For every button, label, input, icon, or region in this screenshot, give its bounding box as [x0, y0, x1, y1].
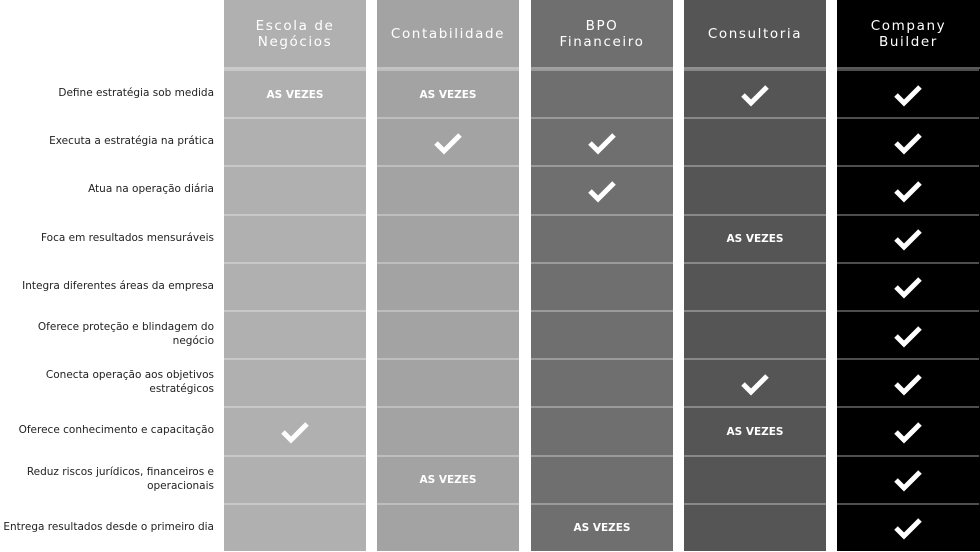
row-label: Atua na operação diária — [88, 183, 214, 196]
empty-cell — [377, 261, 519, 311]
empty-cell — [224, 213, 366, 263]
empty-cell — [224, 261, 366, 311]
column-header: Company Builder — [837, 0, 980, 69]
check-icon — [837, 69, 979, 118]
row-label: Define estratégia sob medida — [58, 87, 214, 99]
column-header: Contabilidade — [377, 0, 519, 69]
empty-cell — [377, 502, 519, 552]
empty-cell — [531, 310, 673, 359]
row-label: Reduz riscos jurídicos, financeiros e op… — [26, 465, 214, 492]
check-icon — [837, 502, 979, 552]
sometimes-label: AS VEZES — [377, 454, 519, 504]
empty-cell — [684, 454, 826, 504]
row-label: Foca em resultados mensuráveis — [41, 231, 214, 244]
check-icon — [837, 261, 979, 311]
check-icon — [837, 117, 979, 166]
empty-cell — [531, 358, 673, 407]
check-icon — [837, 406, 979, 455]
empty-cell — [531, 406, 673, 455]
check-icon — [837, 358, 979, 407]
check-icon — [224, 406, 366, 455]
check-icon — [377, 117, 519, 166]
empty-cell — [684, 165, 826, 214]
sometimes-label: AS VEZES — [684, 213, 826, 263]
check-icon — [837, 454, 979, 504]
empty-cell — [531, 454, 673, 504]
column-company-builder: Company Builder — [837, 0, 980, 551]
empty-cell — [684, 117, 826, 166]
empty-cell — [224, 310, 366, 359]
row-label: Integra diferentes áreas da empresa — [22, 279, 214, 292]
column-header: Escola de Negócios — [224, 0, 366, 69]
row-label: Oferece proteção e blindagem do negócio — [37, 321, 214, 347]
empty-cell — [531, 69, 673, 118]
empty-cell — [531, 261, 673, 311]
empty-cell — [224, 454, 366, 504]
sometimes-label: AS VEZES — [531, 502, 673, 552]
empty-cell — [377, 165, 519, 214]
row-label: Conecta operação aos objetivos estratégi… — [45, 369, 214, 396]
column-bpo-financeiro: BPO Financeiro AS VEZES — [531, 0, 673, 551]
column-header: Consultoria — [684, 0, 826, 69]
empty-cell — [224, 358, 366, 407]
empty-cell — [377, 358, 519, 407]
check-icon — [531, 117, 673, 166]
check-icon — [684, 69, 826, 118]
sometimes-label: AS VEZES — [224, 69, 366, 118]
empty-cell — [377, 406, 519, 455]
row-label: Oferece conhecimento e capacitação — [18, 424, 214, 437]
empty-cell — [684, 310, 826, 359]
empty-cell — [377, 213, 519, 263]
empty-cell — [224, 117, 366, 166]
check-icon — [837, 310, 979, 359]
row-label: Entrega resultados desde o primeiro dia — [3, 520, 214, 533]
column-header: BPO Financeiro — [531, 0, 673, 69]
check-icon — [837, 165, 979, 214]
check-icon — [531, 165, 673, 214]
check-icon — [684, 358, 826, 407]
empty-cell — [377, 310, 519, 359]
empty-cell — [531, 213, 673, 263]
column-contabilidade: Contabilidade AS VEZES AS VEZES — [377, 0, 519, 551]
column-consultoria: Consultoria AS VEZES AS VEZES — [684, 0, 826, 551]
empty-cell — [224, 502, 366, 552]
sometimes-label: AS VEZES — [377, 69, 519, 118]
empty-cell — [684, 502, 826, 552]
empty-cell — [224, 165, 366, 214]
check-icon — [837, 213, 979, 263]
column-escola-de-neg-cios: Escola de Negócios AS VEZES — [224, 0, 366, 551]
empty-cell — [684, 261, 826, 311]
sometimes-label: AS VEZES — [684, 406, 826, 455]
row-label: Executa a estratégia na prática — [49, 135, 214, 148]
